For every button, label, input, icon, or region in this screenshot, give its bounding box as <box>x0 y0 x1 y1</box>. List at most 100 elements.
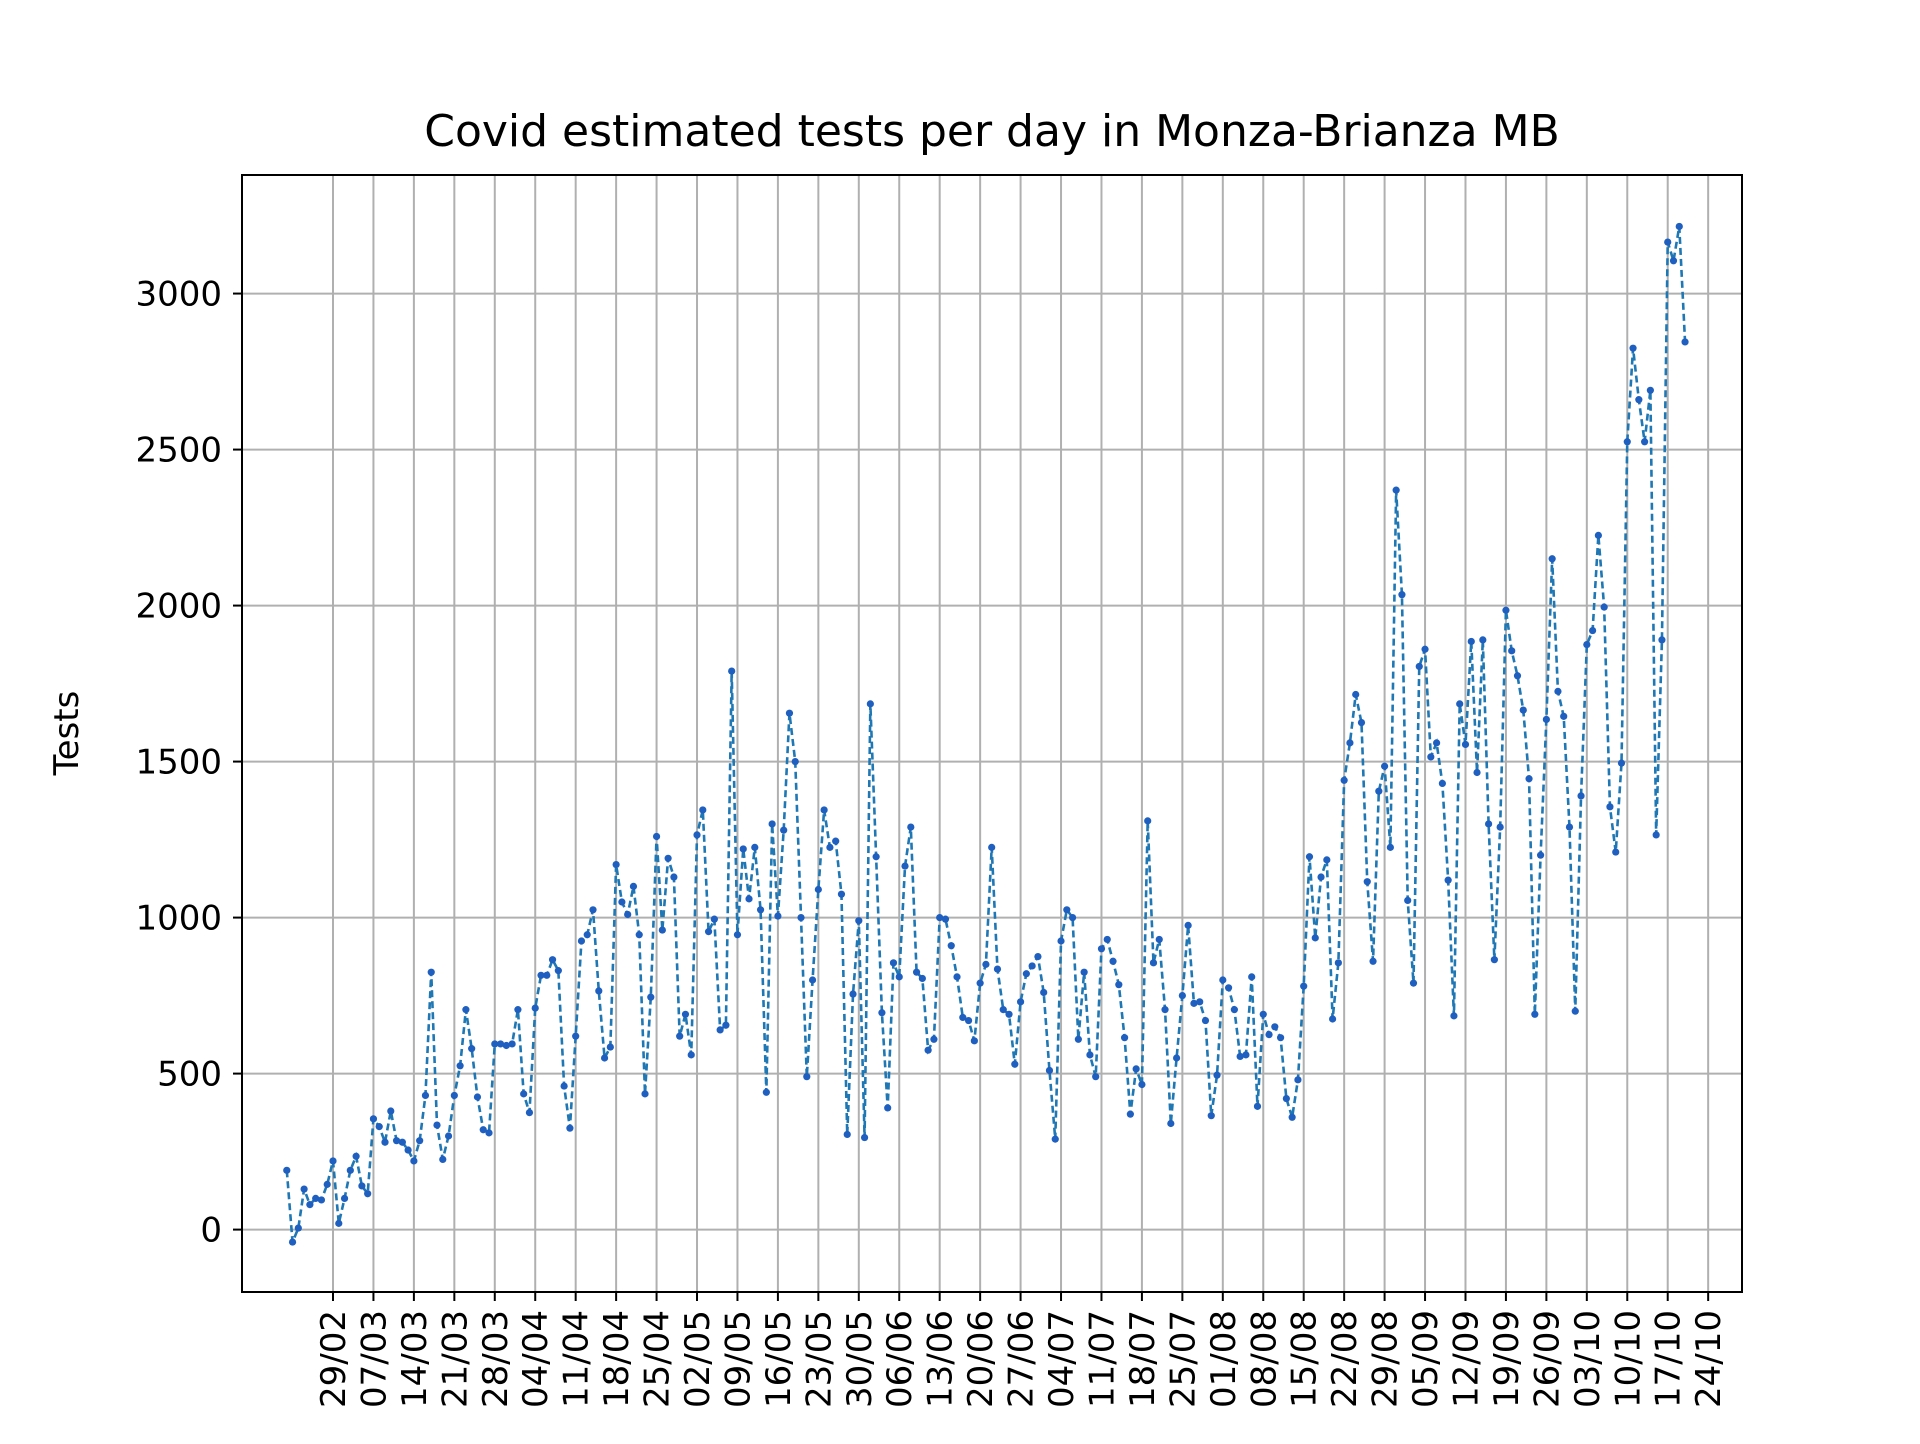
x-tick-label: 23/05 <box>799 1310 839 1408</box>
data-point <box>317 1196 326 1204</box>
data-point <box>433 1121 441 1129</box>
data-point <box>323 1180 331 1188</box>
data-point <box>820 806 828 814</box>
data-point <box>473 1093 482 1101</box>
data-point <box>288 1238 297 1246</box>
y-tick-label: 1000 <box>135 899 222 939</box>
data-point <box>658 926 666 934</box>
data-point <box>1068 913 1077 922</box>
data-point <box>704 928 713 936</box>
data-point <box>1045 1066 1054 1075</box>
data-point <box>1172 1054 1181 1062</box>
x-tick-label: 01/08 <box>1204 1310 1244 1408</box>
data-point <box>993 965 1002 973</box>
data-point <box>1623 438 1631 446</box>
x-tick-label: 10/10 <box>1608 1310 1648 1408</box>
data-point <box>1612 848 1620 856</box>
data-point <box>572 1032 580 1040</box>
data-point <box>1224 984 1233 992</box>
data-point <box>1340 776 1348 784</box>
data-point <box>1502 606 1510 614</box>
data-point <box>941 915 950 923</box>
x-tick-label: 28/03 <box>476 1310 516 1408</box>
data-point <box>456 1062 464 1070</box>
plot-frame <box>241 174 1743 1293</box>
data-point <box>508 1040 516 1048</box>
data-point <box>618 898 626 906</box>
data-point <box>1311 934 1319 942</box>
data-point <box>1132 1065 1140 1073</box>
data-point <box>1259 1010 1267 1018</box>
data-point <box>1479 636 1487 644</box>
data-point <box>1658 636 1666 644</box>
x-tick-label: 02/05 <box>678 1310 718 1408</box>
data-point <box>814 885 822 894</box>
data-point <box>1190 999 1198 1007</box>
data-point <box>676 1032 684 1040</box>
data-point <box>1294 1076 1302 1084</box>
data-point <box>1386 843 1394 851</box>
data-point <box>577 937 586 945</box>
data-point <box>959 1013 967 1022</box>
data-point <box>364 1190 372 1198</box>
data-point <box>520 1090 528 1098</box>
data-point <box>537 971 545 979</box>
data-point <box>872 853 880 861</box>
data-point <box>427 968 435 976</box>
data-point <box>745 895 753 903</box>
data-point <box>410 1157 418 1165</box>
data-point <box>1103 935 1111 944</box>
data-point <box>1051 1135 1059 1143</box>
data-point <box>1005 1010 1013 1018</box>
data-point <box>988 843 996 851</box>
data-point <box>1438 779 1446 788</box>
data-point <box>485 1129 493 1137</box>
x-tick-label: 16/05 <box>759 1310 799 1408</box>
x-tick-label: 17/10 <box>1649 1310 1689 1408</box>
data-point <box>1508 647 1516 655</box>
data-point <box>1421 645 1429 653</box>
data-point <box>1381 762 1389 770</box>
x-tick-label: 06/06 <box>880 1310 920 1408</box>
data-point <box>797 913 805 922</box>
data-point <box>1537 851 1545 859</box>
data-point <box>1178 991 1186 1000</box>
data-point <box>1404 896 1412 905</box>
data-point <box>531 1004 539 1012</box>
data-point <box>687 1051 695 1059</box>
data-point <box>1617 759 1626 767</box>
data-point <box>710 915 718 923</box>
data-point <box>1080 968 1088 976</box>
x-tick-label: 07/03 <box>354 1310 394 1408</box>
data-point <box>1583 640 1591 649</box>
data-point <box>901 862 909 870</box>
data-point <box>1375 787 1383 795</box>
data-point <box>294 1224 302 1232</box>
data-point <box>832 837 840 845</box>
data-point <box>895 973 903 981</box>
data-point <box>595 987 603 995</box>
data-point <box>1097 945 1106 953</box>
data-point <box>583 931 591 939</box>
data-point <box>912 968 921 976</box>
data-point <box>1652 831 1660 839</box>
data-point <box>1213 1071 1221 1079</box>
x-tick-label: 04/04 <box>516 1310 556 1408</box>
data-point <box>1542 715 1550 724</box>
data-point <box>514 1006 522 1014</box>
data-point <box>780 826 788 834</box>
data-point <box>1392 486 1400 494</box>
data-point <box>1577 792 1585 800</box>
data-point <box>1548 555 1556 563</box>
x-tick-label: 25/07 <box>1163 1310 1203 1408</box>
data-point <box>629 882 638 890</box>
x-tick-label: 08/08 <box>1244 1310 1284 1408</box>
x-tick-label: 27/06 <box>1002 1310 1042 1408</box>
data-point <box>283 1166 291 1174</box>
data-point <box>392 1137 401 1145</box>
x-tick-label: 11/07 <box>1082 1310 1122 1408</box>
data-point <box>1271 1023 1279 1031</box>
y-tick-label: 500 <box>157 1055 222 1095</box>
data-point <box>1288 1113 1296 1121</box>
data-point <box>589 906 597 914</box>
